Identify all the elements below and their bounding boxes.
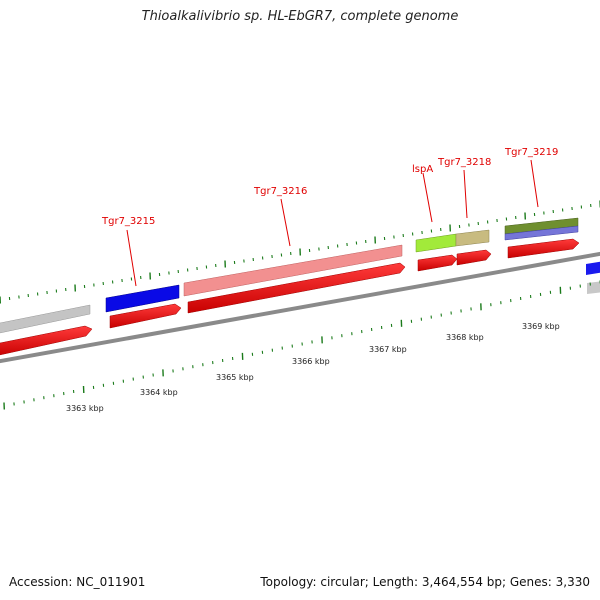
cds-arrow-tgr7-3218[interactable] — [456, 249, 492, 266]
callout-lines — [126, 159, 539, 287]
feature-pink-tgr7-3216[interactable] — [183, 244, 403, 297]
topology-text: Topology: circular; Length: 3,464,554 bp… — [260, 575, 590, 589]
gene-label[interactable]: Tgr7_3219 — [504, 147, 558, 158]
gene-label[interactable]: Tgr7_3215 — [101, 216, 155, 227]
cds-arrow-tgr7-3219[interactable] — [507, 238, 580, 259]
callout-line-tgr7-3219 — [530, 159, 539, 208]
feature-khaki-tgr7-3218[interactable] — [455, 229, 490, 247]
kbp-label: 3365 kbp — [216, 373, 254, 382]
cds-arrow-lspa[interactable] — [417, 254, 458, 272]
feature-lime-lspa[interactable] — [415, 233, 457, 253]
feature-blue-tgr7-3215[interactable] — [105, 284, 180, 313]
map-title: Thioalkalivibrio sp. HL-EbGR7, complete … — [141, 9, 459, 24]
gene-label[interactable]: lspA — [412, 164, 433, 175]
callout-line-tgr7-3215 — [126, 229, 137, 287]
callout-line-tgr7-3216 — [280, 198, 291, 247]
feature-blue-right[interactable] — [586, 261, 600, 275]
feature-grey-left[interactable] — [0, 304, 91, 334]
cds-arrow-tgr7-3215[interactable] — [109, 303, 182, 329]
cds-track — [0, 238, 580, 356]
kbp-label: 3367 kbp — [369, 345, 407, 354]
feature-purple-tgr7-3219[interactable] — [504, 225, 579, 241]
kbp-label: 3369 kbp — [522, 322, 560, 331]
cds-arrow-tgr7-3216[interactable] — [187, 262, 406, 314]
gene-label[interactable]: Tgr7_3218 — [437, 157, 491, 168]
outer-tick-ring — [0, 200, 600, 304]
gene-labels: Tgr7_3215 Tgr7_3216 lspA Tgr7_3218 Tgr7_… — [101, 147, 558, 227]
callout-line-lspa — [422, 172, 433, 223]
feature-track — [0, 217, 600, 334]
accession-text: Accession: NC_011901 — [9, 575, 146, 589]
backbone-line — [0, 251, 600, 364]
cds-arrow-left[interactable] — [0, 325, 93, 356]
gene-label[interactable]: Tgr7_3216 — [253, 186, 307, 197]
kbp-label: 3368 kbp — [446, 333, 484, 342]
kbp-label: 3366 kbp — [292, 357, 330, 366]
callout-line-tgr7-3218 — [463, 169, 468, 219]
kbp-label: 3363 kbp — [66, 404, 104, 413]
inner-tick-ring — [3, 280, 600, 410]
feature-grey-right[interactable] — [587, 281, 600, 294]
kbp-labels: 3363 kbp 3364 kbp 3365 kbp 3366 kbp 3367… — [66, 322, 560, 413]
kbp-label: 3364 kbp — [140, 388, 178, 397]
